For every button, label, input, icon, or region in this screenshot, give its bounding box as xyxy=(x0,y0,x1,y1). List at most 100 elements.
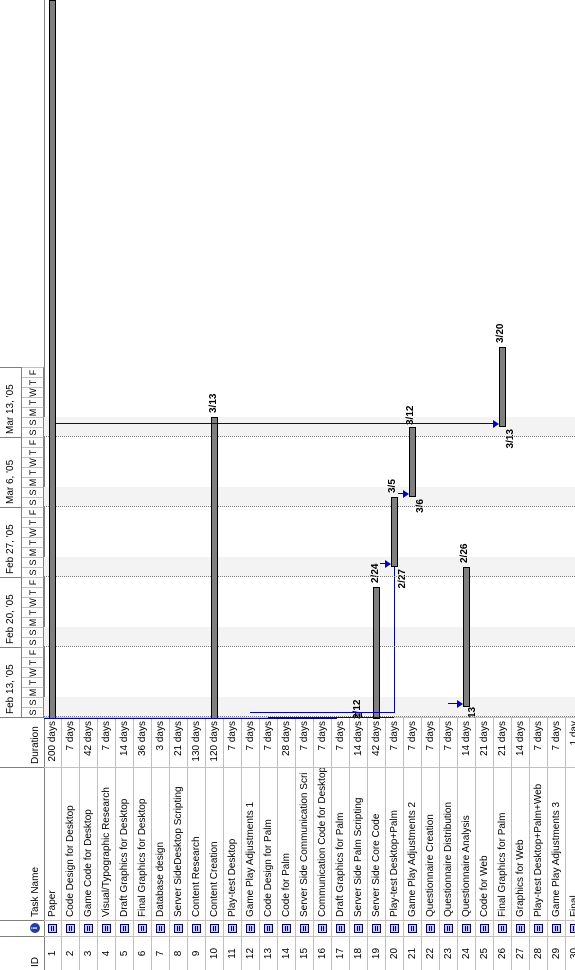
task-notes-icon[interactable] xyxy=(372,924,381,933)
task-bar[interactable] xyxy=(211,417,218,719)
task-id: 16 xyxy=(314,936,332,970)
timescale-day: F xyxy=(22,507,44,517)
task-id: 17 xyxy=(332,936,350,970)
timescale-day: W xyxy=(22,527,44,537)
task-duration: 21 days xyxy=(170,717,188,767)
task-duration: 36 days xyxy=(134,717,152,767)
task-notes-icon[interactable] xyxy=(102,924,111,933)
timescale-day: W xyxy=(22,387,44,397)
timescale-day: S xyxy=(22,487,44,497)
column-header-duration[interactable]: Duration xyxy=(0,717,44,767)
task-duration: 14 days xyxy=(458,717,476,767)
task-notes-icon[interactable] xyxy=(264,924,273,933)
task-notes-icon[interactable] xyxy=(390,924,399,933)
task-id: 20 xyxy=(386,936,404,970)
timescale-week-label: Mar 13, '05 xyxy=(5,384,16,434)
task-notes-icon[interactable] xyxy=(120,924,129,933)
task-notes-icon[interactable] xyxy=(192,924,201,933)
task-notes-icon[interactable] xyxy=(210,924,219,933)
task-bar[interactable] xyxy=(409,427,416,497)
column-header-task-name-label: Task Name xyxy=(30,866,41,917)
task-name: Paper xyxy=(44,767,62,920)
task-notes-icon[interactable] xyxy=(282,924,291,933)
column-header-indicators[interactable]: i xyxy=(0,920,44,936)
task-duration: 7 days xyxy=(62,717,80,767)
task-duration: 21 days xyxy=(494,717,512,767)
task-bar[interactable] xyxy=(499,347,506,427)
column-header-task-name[interactable]: Task Name xyxy=(0,767,44,920)
task-notes-icon[interactable] xyxy=(498,924,507,933)
task-name: Graphics for Web xyxy=(512,767,530,920)
task-notes-icon[interactable] xyxy=(462,924,471,933)
task-duration: 130 days xyxy=(188,717,206,767)
task-notes-icon[interactable] xyxy=(444,924,453,933)
task-name: Server Side Palm Scripting xyxy=(350,767,368,920)
timescale-week: Feb 27, '05 xyxy=(0,507,22,577)
timescale-day: S xyxy=(22,557,44,567)
task-notes-icon[interactable] xyxy=(516,924,525,933)
task-bar[interactable] xyxy=(391,497,398,567)
indicator-cell xyxy=(350,920,368,936)
task-notes-icon[interactable] xyxy=(174,924,183,933)
timescale-day: W xyxy=(22,457,44,467)
column-header-id[interactable]: ID xyxy=(0,936,44,970)
task-notes-icon[interactable] xyxy=(408,924,417,933)
task-id: 23 xyxy=(440,936,458,970)
task-id: 25 xyxy=(476,936,494,970)
task-notes-icon[interactable] xyxy=(336,924,345,933)
task-id: 10 xyxy=(206,936,224,970)
task-duration: 120 days xyxy=(206,717,224,767)
timescale-day: W xyxy=(22,667,44,677)
task-duration: 14 days xyxy=(350,717,368,767)
indicator-cell xyxy=(332,920,350,936)
task-duration: 7 days xyxy=(224,717,242,767)
indicator-cell xyxy=(548,920,566,936)
gantt-chart: Feb 13, '05 S S M T W T F Feb 20, '05 S S M T W T F Feb … xyxy=(0,0,575,719)
task-duration: 28 days xyxy=(278,717,296,767)
task-notes-icon[interactable] xyxy=(156,924,165,933)
task-bar[interactable] xyxy=(463,567,470,707)
indicator-cell xyxy=(440,920,458,936)
task-notes-icon[interactable] xyxy=(84,924,93,933)
task-notes-icon[interactable] xyxy=(138,924,147,933)
task-notes-icon[interactable] xyxy=(300,924,309,933)
indicator-cell xyxy=(512,920,530,936)
task-notes-icon[interactable] xyxy=(480,924,489,933)
task-duration: 14 days xyxy=(512,717,530,767)
task-bar[interactable] xyxy=(49,0,56,719)
task-duration: 21 days xyxy=(476,717,494,767)
task-notes-icon[interactable] xyxy=(48,924,57,933)
task-notes-icon[interactable] xyxy=(570,924,575,933)
task-name: Game Play Adjustments 2 xyxy=(404,767,422,920)
weekend-shading xyxy=(44,697,575,717)
bar-start-label: 2/27 xyxy=(397,569,408,589)
task-name: Database design xyxy=(152,767,170,920)
timescale-day: F xyxy=(22,647,44,657)
indicator-cell xyxy=(314,920,332,936)
task-notes-icon[interactable] xyxy=(246,924,255,933)
task-notes-icon[interactable] xyxy=(66,924,75,933)
task-notes-icon[interactable] xyxy=(426,924,435,933)
week-gridline xyxy=(44,436,575,437)
timescale-day: W xyxy=(22,597,44,607)
task-bar[interactable] xyxy=(373,587,380,719)
task-duration: 7 days xyxy=(260,717,278,767)
task-id: 7 xyxy=(152,936,170,970)
timescale-day: T xyxy=(22,397,44,407)
task-notes-icon[interactable] xyxy=(534,924,543,933)
timescale-day: T xyxy=(22,587,44,597)
timescale-day: S xyxy=(22,567,44,577)
timescale-day: T xyxy=(22,607,44,617)
task-name: Server Side Core Code xyxy=(368,767,386,920)
info-icon: i xyxy=(30,923,40,933)
task-notes-icon[interactable] xyxy=(552,924,561,933)
week-gridline xyxy=(44,576,575,577)
weekend-shading xyxy=(44,627,575,647)
bar-end-label: 3/13 xyxy=(208,393,219,413)
task-notes-icon[interactable] xyxy=(228,924,237,933)
task-notes-icon[interactable] xyxy=(354,924,363,933)
task-notes-icon[interactable] xyxy=(318,924,327,933)
task-name: Content Research xyxy=(188,767,206,920)
indicator-cell xyxy=(476,920,494,936)
